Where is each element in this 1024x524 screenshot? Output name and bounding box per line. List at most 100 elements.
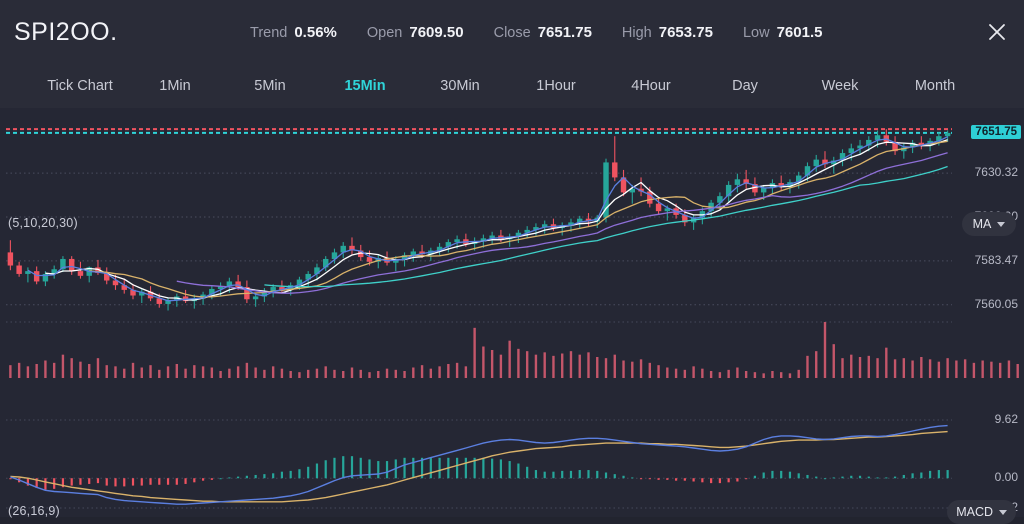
candle-body (857, 145, 863, 149)
volume-bar (508, 340, 511, 378)
candle-body (944, 132, 951, 137)
candle-body (121, 285, 127, 290)
macd-histogram-bar (893, 476, 897, 479)
tab-5min[interactable]: 5Min (254, 78, 286, 94)
chart-area: (5,10,20,30) MA (26,16,9) MACD 7630.32 76… (0, 108, 1024, 524)
macd-histogram-bar (175, 478, 178, 485)
macd-histogram-bar (324, 460, 327, 479)
volume-bar (219, 371, 222, 378)
macd-axis-label: 0.00 (994, 470, 1018, 485)
volume-bar (657, 365, 660, 378)
macd-histogram-bar (114, 478, 117, 487)
volume-bar (963, 359, 967, 378)
candle-body (813, 159, 819, 167)
timeframe-tabs: Tick Chart 1Min 5Min 15Min 30Min 1Hour 4Hour Da… (0, 64, 1024, 108)
quote-label: High (621, 24, 652, 41)
candle-body (848, 148, 854, 154)
volume-bar (587, 352, 590, 378)
candle-body (454, 239, 460, 243)
macd-histogram-bar (780, 470, 783, 479)
volume-bar (236, 366, 240, 378)
macd-histogram-bar (9, 478, 12, 480)
volume-bar (648, 362, 652, 378)
ma-indicator-dropdown[interactable]: MA (962, 212, 1016, 236)
volume-bar (815, 351, 818, 378)
volume-bar (324, 366, 327, 378)
volume-bar (499, 354, 503, 378)
volume-bar (736, 367, 739, 378)
tab-day[interactable]: Day (732, 78, 758, 94)
candle-body (760, 187, 767, 193)
macd-histogram-bar (692, 478, 695, 482)
volume-bar (245, 362, 249, 378)
volume-bar (289, 371, 292, 378)
close-icon (989, 24, 1005, 40)
close-button[interactable] (984, 19, 1010, 45)
volume-bar (639, 359, 643, 378)
volume-bar (455, 362, 459, 378)
volume-bar (604, 358, 608, 378)
macd-histogram-bar (762, 472, 765, 479)
candlestick-plot[interactable] (0, 108, 1024, 517)
tab-week[interactable]: Week (821, 78, 859, 94)
macd-histogram-bar (534, 470, 538, 479)
quote-low: Low 7601.5 (743, 24, 823, 41)
candle-body (410, 251, 417, 256)
macd-histogram-bar (797, 473, 800, 479)
ma-line-ma30 (264, 165, 948, 288)
volume-bar (35, 364, 38, 378)
volume-bar (911, 360, 914, 378)
candle-body (436, 246, 443, 251)
candle-body (331, 252, 338, 259)
macd-params-label: (26,16,9) (8, 504, 60, 518)
macd-histogram-bar (333, 457, 336, 479)
tab-1hour[interactable]: 1Hour (536, 78, 576, 94)
volume-bar (420, 365, 424, 378)
tab-tick-chart[interactable]: Tick Chart (47, 78, 113, 94)
candle-body (577, 218, 583, 223)
tab-15min[interactable]: 15Min (344, 78, 386, 94)
quote-summary: Trend 0.56% Open 7609.50 Close 7651.75 High 765… (250, 24, 1010, 41)
volume-bar (744, 371, 748, 378)
candle-body (42, 273, 49, 282)
tab-month[interactable]: Month (914, 78, 956, 94)
volume-bar (998, 362, 1002, 378)
macd-histogram-bar (858, 475, 862, 479)
quote-value: 7601.5 (776, 23, 823, 41)
volume-bar (525, 351, 529, 378)
volume-bar (412, 367, 415, 378)
macd-histogram-bar (683, 478, 686, 481)
tab-4hour[interactable]: 4Hour (631, 78, 671, 94)
candle-body (909, 142, 916, 148)
volume-bar (254, 367, 257, 378)
candle-body (638, 188, 644, 192)
macd-histogram-bar (499, 459, 502, 479)
macd-histogram-bar (149, 478, 152, 485)
candle-body (393, 259, 399, 263)
macd-histogram-bar (736, 478, 739, 482)
volume-bar (569, 351, 573, 378)
macd-indicator-dropdown[interactable]: MACD (947, 500, 1016, 524)
volume-bar (823, 322, 827, 378)
macd-histogram-bar (718, 478, 721, 484)
volume-bar (779, 372, 783, 378)
macd-histogram-bar (35, 478, 38, 489)
volume-bar (394, 369, 397, 378)
macd-histogram-bar (79, 478, 82, 485)
volume-bar (692, 366, 695, 378)
candle-body (139, 291, 145, 296)
volume-bar (61, 354, 65, 378)
candle-body (270, 287, 276, 292)
tab-30min[interactable]: 30Min (440, 78, 480, 94)
macd-histogram-bar (377, 461, 380, 479)
ma-line-ma10 (89, 140, 948, 298)
volume-bar (543, 352, 546, 378)
macd-histogram-bar (701, 478, 704, 483)
macd-histogram-bar (193, 478, 196, 483)
candle-body (752, 183, 758, 193)
chevron-down-icon (997, 221, 1006, 227)
macd-histogram-bar (657, 478, 660, 480)
quote-open: Open 7609.50 (367, 24, 464, 41)
candle-body (95, 267, 101, 274)
tab-1min[interactable]: 1Min (159, 78, 191, 94)
